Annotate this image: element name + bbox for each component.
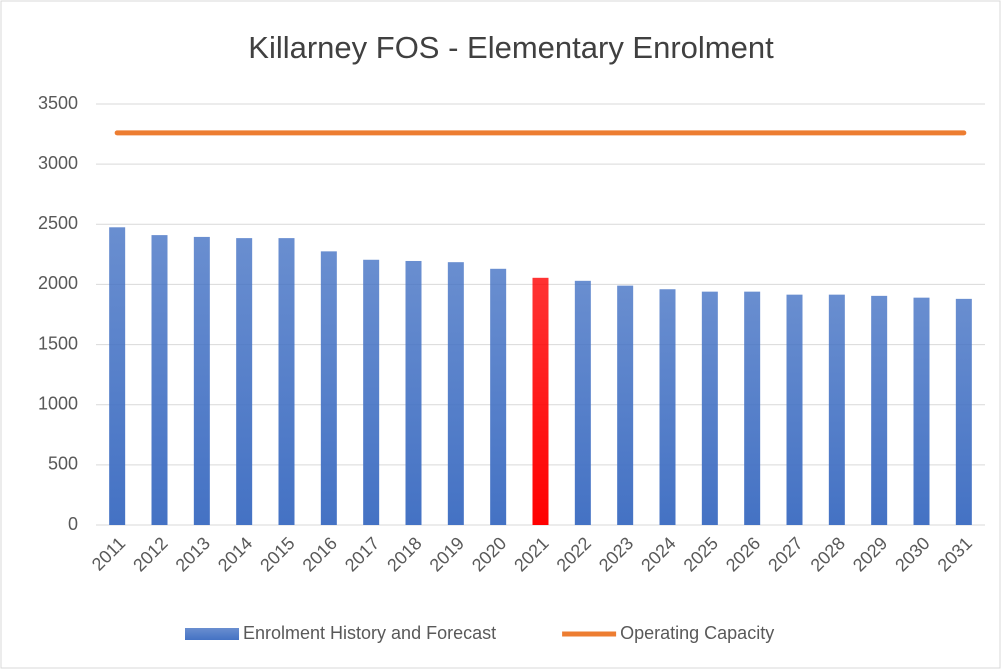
y-tick-label: 3000 [38,153,78,173]
bar [574,280,591,525]
bar [532,277,549,525]
bar [955,298,972,525]
bar [913,297,930,525]
bar [617,285,634,525]
y-tick-label: 500 [48,454,78,474]
y-tick-label: 2000 [38,273,78,293]
bar [193,236,210,525]
bar [744,291,761,525]
legend-swatch [185,628,239,640]
bar [701,291,718,525]
bar [405,260,422,525]
bar [109,227,126,526]
y-tick-label: 2500 [38,213,78,233]
bar [490,268,507,525]
bar [363,259,380,525]
bar [278,238,295,525]
bar [236,238,253,525]
bar [786,294,803,525]
bar [659,289,676,525]
legend-label: Enrolment History and Forecast [243,623,496,643]
y-tick-label: 0 [68,514,78,534]
bar [871,295,888,525]
bar [320,251,337,525]
legend-label: Operating Capacity [620,623,774,643]
y-tick-label: 1500 [38,333,78,353]
y-tick-label: 3500 [38,93,78,113]
chart-title: Killarney FOS - Elementary Enrolment [248,30,774,65]
bar [828,294,845,525]
y-tick-label: 1000 [38,393,78,413]
bar [151,235,168,525]
bar [447,262,464,525]
